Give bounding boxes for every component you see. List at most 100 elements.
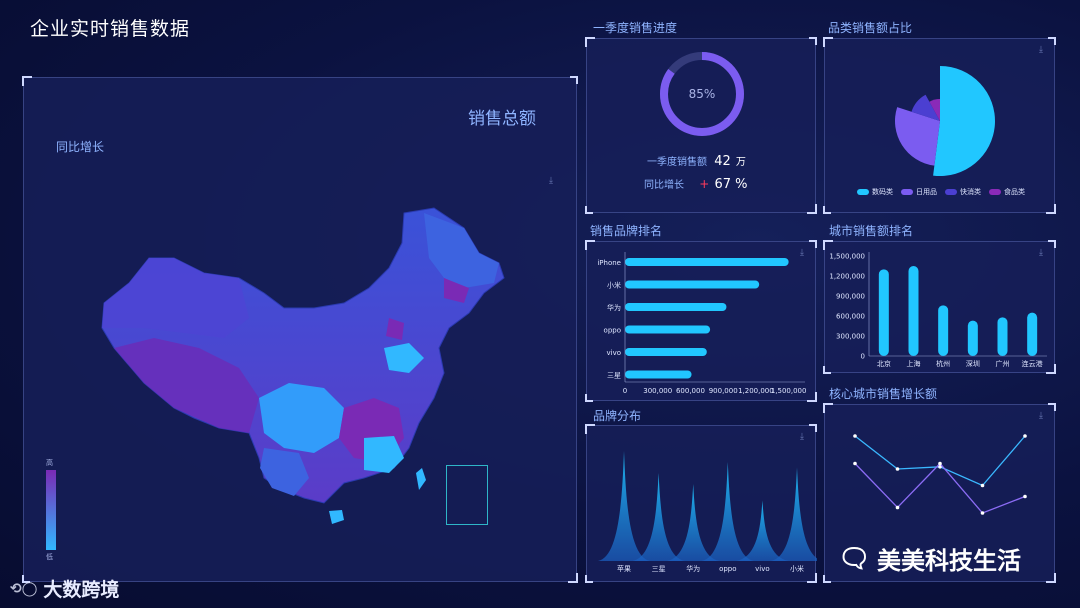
pie-legend-item[interactable]: 食品类 (989, 187, 1025, 197)
hunan-region (364, 436, 404, 473)
core-city-point (938, 465, 942, 469)
city-y-tick: 1,500,000 (829, 253, 865, 261)
account-watermark-text: 美美科技生活 (877, 547, 1022, 575)
pie-legend-swatch (857, 189, 869, 195)
pie-slice (929, 99, 940, 121)
core-city-point (895, 467, 900, 471)
brand-x-tick: 600,000 (676, 387, 705, 395)
brand-rank-title: 销售品牌排名 (590, 224, 663, 238)
pie-legend-item[interactable]: 数码类 (857, 187, 893, 197)
city-bar (938, 305, 949, 356)
city-y-tick: 300,000 (836, 333, 865, 341)
city-x-label: 连云港 (1022, 359, 1043, 368)
pie-legend-label: 日用品 (916, 188, 937, 196)
brand-x-tick: 900,000 (709, 387, 738, 395)
brand-dist-label: 小米 (790, 564, 804, 573)
taiwan-island (416, 468, 426, 490)
progress-percent: 85% (688, 87, 716, 101)
core-city-point (980, 511, 985, 515)
download-icon[interactable]: ⤓ (1039, 411, 1043, 421)
core-city-point (895, 505, 900, 510)
city-y-tick: 1,200,000 (829, 273, 865, 281)
download-icon[interactable]: ⤓ (1039, 45, 1043, 55)
beijing-region (386, 318, 404, 340)
category-pie-chart[interactable] (825, 39, 1056, 179)
brand-x-tick: 300,000 (643, 387, 672, 395)
xinjiang-region (102, 258, 249, 338)
brand-dist-label: 苹果 (617, 564, 631, 573)
download-icon[interactable]: ⤓ (800, 248, 804, 258)
yunnan-region (260, 448, 309, 496)
brand-dist-label: vivo (755, 565, 770, 573)
account-watermark: 🗨 美美科技生活 (838, 541, 1021, 576)
core-city-point (853, 434, 857, 438)
brand-bar (625, 258, 789, 266)
brand-category-label: 三星 (607, 372, 621, 380)
brand-bar (625, 348, 707, 356)
progress-ring (660, 52, 744, 136)
brand-dist-label: 三星 (652, 565, 666, 573)
northeast-region (424, 213, 499, 288)
brand-category-label: oppo (604, 327, 621, 335)
sales-unit: 万 (735, 157, 746, 168)
progress-panel: 85% 一季度销售额 42 万 同比增长 + 67 % (585, 37, 817, 214)
total-sales-label: 销售总额 (468, 109, 536, 129)
growth-value: 67 % (714, 177, 748, 192)
legend-low-label: 低 (46, 553, 53, 561)
category-panel: ⤓ 数码类 日用品 快消类 食品类 (823, 37, 1056, 214)
core-city-chart[interactable] (825, 405, 1056, 583)
pie-legend-swatch (901, 189, 913, 195)
download-icon[interactable]: ⤓ (800, 432, 804, 442)
pie-legend-swatch (945, 189, 957, 195)
core-city-point (938, 461, 942, 466)
pie-slice (911, 94, 940, 121)
city-rank-panel: ⤓ 0 300,000 600,000 900,000 1,200,000 1,500,0… (823, 240, 1056, 374)
city-bar (908, 266, 919, 356)
brand-dist-spike (667, 484, 720, 561)
pie-legend-item[interactable]: 日用品 (901, 187, 937, 197)
sichuan-region (259, 383, 344, 453)
brand-bar (625, 303, 727, 311)
pie-slice (933, 66, 995, 176)
wechat-icon: 🗨 (838, 543, 872, 574)
pie-legend-label: 快消类 (960, 188, 981, 196)
city-x-label: 深圳 (966, 359, 980, 368)
city-x-label: 杭州 (936, 359, 950, 368)
brand-x-tick: 1,200,000 (738, 387, 774, 395)
core-city-point (980, 483, 985, 488)
brand-dist-label: oppo (719, 565, 736, 573)
legend-high-label: 高 (46, 459, 53, 467)
pie-legend-item[interactable]: 快消类 (945, 187, 981, 197)
brand-dist-chart[interactable]: 苹果 三星 华为 oppo vivo 小米 (587, 426, 817, 583)
brand-bar (625, 325, 711, 334)
download-icon[interactable]: ⤓ (1039, 248, 1043, 258)
brand-dist-spike (598, 451, 650, 561)
pie-legend-label: 食品类 (1004, 188, 1025, 196)
brand-dist-spike (771, 467, 817, 561)
brand-dist-panel: ⤓ 苹果 三星 华为 oppo vivo 小米 (585, 424, 817, 583)
growth-label-small: 同比增长 (644, 180, 684, 191)
category-legend: 数码类 日用品 快消类 食品类 (857, 187, 1025, 197)
china-map[interactable] (24, 78, 578, 583)
city-bar (878, 269, 889, 356)
city-y-tick: 600,000 (836, 313, 865, 321)
city-bar (967, 320, 978, 356)
brand-rank-panel: ⤓ iPhone 小米 华为 oppo vivo 三星 0 300,000 600,000 900… (585, 240, 817, 402)
brand-dist-spike (632, 473, 685, 561)
city-rank-chart[interactable]: 0 300,000 600,000 900,000 1,200,000 1,500,000… (825, 242, 1056, 374)
progress-panel-title: 一季度销售进度 (593, 21, 678, 35)
city-rank-title: 城市销售额排名 (829, 224, 914, 238)
city-x-label: 北京 (877, 359, 891, 368)
sales-value: 42 (714, 154, 731, 169)
download-icon[interactable]: ⤓ (549, 176, 553, 186)
brand-x-tick: 1,500,000 (771, 387, 807, 395)
map-panel: 销售总额 同比增长 ⤓ 高 低 (22, 76, 578, 583)
sales-row: 一季度销售额 42 万 (647, 153, 746, 169)
brand-dist-title: 品牌分布 (593, 409, 642, 423)
south-sea-inset (446, 465, 488, 525)
brand-dist-spike (736, 500, 789, 561)
map-legend[interactable]: 高 低 (44, 458, 64, 561)
core-city-point (1023, 494, 1027, 499)
tibet-region (114, 338, 259, 433)
